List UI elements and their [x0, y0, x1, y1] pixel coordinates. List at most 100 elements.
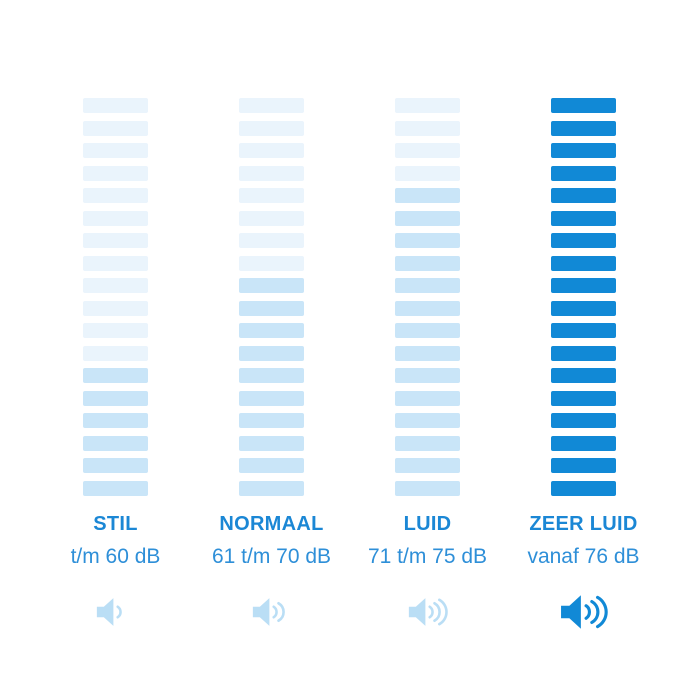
level-bar	[239, 255, 304, 271]
sound-wave-arc	[276, 602, 285, 623]
level-bar	[551, 120, 616, 136]
columns-row: STIL t/m 60 dB NORMAAL 61 t/m 70 dB LUID	[71, 98, 640, 631]
sound-level-column-luid: LUID 71 t/m 75 dB	[368, 98, 487, 631]
level-bar	[239, 413, 304, 429]
level-bar	[83, 435, 148, 451]
level-bar	[83, 98, 148, 113]
bar-stack	[395, 98, 460, 496]
sound-wave-arc	[595, 596, 608, 629]
column-label: LUID	[403, 513, 452, 535]
level-bar	[551, 300, 616, 316]
sound-wave-arc	[437, 598, 448, 626]
level-bar	[239, 323, 304, 339]
level-bar	[395, 165, 460, 181]
level-bar	[239, 458, 304, 474]
level-bar	[83, 480, 148, 496]
level-bar	[83, 210, 148, 226]
level-bar	[239, 188, 304, 204]
level-bar	[83, 165, 148, 181]
level-bar	[83, 390, 148, 406]
level-bar	[395, 435, 460, 451]
level-bar	[83, 345, 148, 361]
level-bar	[239, 233, 304, 249]
column-label: STIL	[93, 513, 138, 535]
column-db-range: 61 t/m 70 dB	[211, 545, 332, 568]
level-bar	[551, 345, 616, 361]
level-bar	[395, 368, 460, 384]
level-bar	[395, 413, 460, 429]
level-bar	[83, 413, 148, 429]
level-bar	[395, 188, 460, 204]
level-bar	[551, 255, 616, 271]
level-bar	[551, 390, 616, 406]
level-bar	[239, 165, 304, 181]
level-bar	[83, 188, 148, 204]
bar-stack	[551, 98, 616, 496]
speaker-body	[408, 598, 425, 627]
sound-level-column-zeer-luid: ZEER LUID vanaf 76 dB	[527, 98, 640, 631]
level-bar	[239, 120, 304, 136]
level-bar	[395, 210, 460, 226]
level-bar	[83, 278, 148, 294]
level-bar	[395, 345, 460, 361]
speaker-volume-1-icon	[96, 598, 122, 627]
level-bar	[83, 458, 148, 474]
level-bar	[239, 368, 304, 384]
level-bar	[551, 368, 616, 384]
level-bar	[551, 188, 616, 204]
speaker-body	[96, 598, 113, 627]
level-bar	[395, 390, 460, 406]
level-bar	[83, 300, 148, 316]
level-bar	[551, 233, 616, 249]
level-bar	[239, 300, 304, 316]
level-bar	[83, 233, 148, 249]
level-bar	[395, 143, 460, 159]
level-bar	[239, 480, 304, 496]
speaker-volume-loud-icon	[560, 595, 608, 629]
column-db-range: vanaf 76 dB	[527, 545, 640, 568]
level-bar	[239, 390, 304, 406]
level-bar	[239, 435, 304, 451]
sound-wave-arc	[271, 605, 278, 619]
level-bar	[551, 143, 616, 159]
level-bar	[395, 480, 460, 496]
level-bar	[551, 210, 616, 226]
level-bar	[551, 435, 616, 451]
level-bar	[83, 120, 148, 136]
level-bar	[395, 300, 460, 316]
level-bar	[83, 143, 148, 159]
sound-level-column-stil: STIL t/m 60 dB	[71, 98, 160, 631]
sound-wave-arc	[432, 602, 441, 623]
column-db-range: 71 t/m 75 dB	[367, 545, 488, 568]
sound-wave-arc	[584, 604, 591, 621]
level-bar	[551, 480, 616, 496]
level-bar	[395, 98, 460, 113]
column-label: ZEER LUID	[529, 513, 638, 535]
icon-wrap	[408, 593, 448, 631]
speaker-body	[560, 595, 581, 629]
level-bar	[551, 278, 616, 294]
level-bar	[551, 98, 616, 113]
icon-wrap	[96, 593, 136, 631]
level-bar	[83, 323, 148, 339]
level-bar	[83, 255, 148, 271]
level-bar	[395, 120, 460, 136]
icon-wrap	[252, 593, 292, 631]
level-bar	[551, 165, 616, 181]
level-bar	[395, 278, 460, 294]
level-bar	[239, 98, 304, 113]
sound-wave-arc	[115, 605, 122, 619]
level-bar	[551, 413, 616, 429]
column-label: NORMAAL	[219, 513, 324, 535]
sound-wave-arc	[427, 605, 434, 619]
sound-level-column-normaal: NORMAAL 61 t/m 70 dB	[212, 98, 331, 631]
speaker-volume-2-icon	[252, 598, 285, 627]
level-bar	[239, 143, 304, 159]
level-bar	[239, 345, 304, 361]
level-bar	[551, 458, 616, 474]
level-bar	[83, 368, 148, 384]
level-bar	[239, 278, 304, 294]
column-db-range: t/m 60 dB	[70, 545, 161, 568]
level-bar	[395, 458, 460, 474]
